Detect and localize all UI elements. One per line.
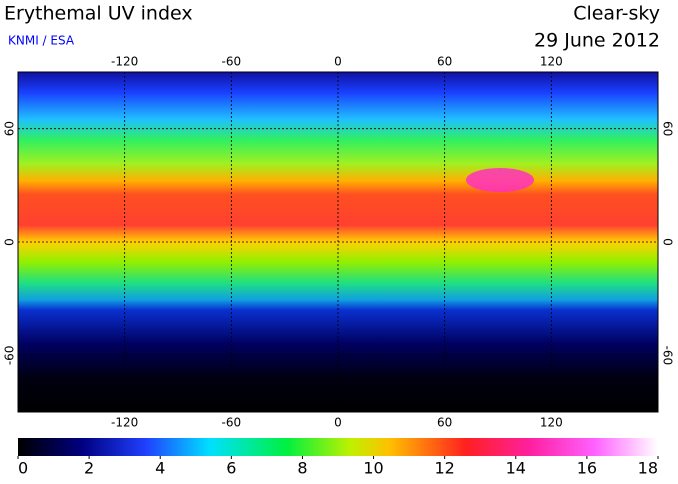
colorbar-label: 8 xyxy=(297,459,307,478)
x-tick-label: -120 xyxy=(111,55,138,69)
x-tick-label: 0 xyxy=(334,416,342,430)
colorbar-label: 10 xyxy=(363,459,383,478)
source: KNMI / ESA xyxy=(8,34,75,48)
x-tick-label: 60 xyxy=(437,55,452,69)
x-tick-label: -120 xyxy=(111,416,138,430)
y-tick-label: 0 xyxy=(3,238,17,246)
colorbar-label: 2 xyxy=(84,459,94,478)
colorbar-label: 16 xyxy=(577,459,597,478)
colorbar-label: 12 xyxy=(434,459,454,478)
y-tick-label: 60 xyxy=(3,121,17,136)
colorbar-label: 6 xyxy=(226,459,236,478)
x-tick-label: -60 xyxy=(222,55,242,69)
date: 29 June 2012 xyxy=(534,30,660,52)
x-tick-label: 120 xyxy=(540,416,563,430)
x-tick-label: -60 xyxy=(222,416,242,430)
y-tick-label: 60 xyxy=(661,121,675,136)
colorbar-label: 18 xyxy=(638,459,658,478)
y-tick-label: -60 xyxy=(3,346,17,366)
colorbar-label: 0 xyxy=(18,459,28,478)
y-tick-label: -60 xyxy=(661,346,675,366)
title: Erythemal UV index xyxy=(4,3,193,25)
x-tick-label: 120 xyxy=(540,55,563,69)
colorbar-label: 4 xyxy=(155,459,165,478)
x-tick-label: 60 xyxy=(437,416,452,430)
x-tick-label: 0 xyxy=(334,55,342,69)
y-tick-label: 0 xyxy=(661,238,675,246)
colorbar xyxy=(18,438,658,456)
uv-hotspot xyxy=(466,168,534,192)
condition: Clear-sky xyxy=(573,3,660,25)
colorbar-label: 14 xyxy=(506,459,526,478)
